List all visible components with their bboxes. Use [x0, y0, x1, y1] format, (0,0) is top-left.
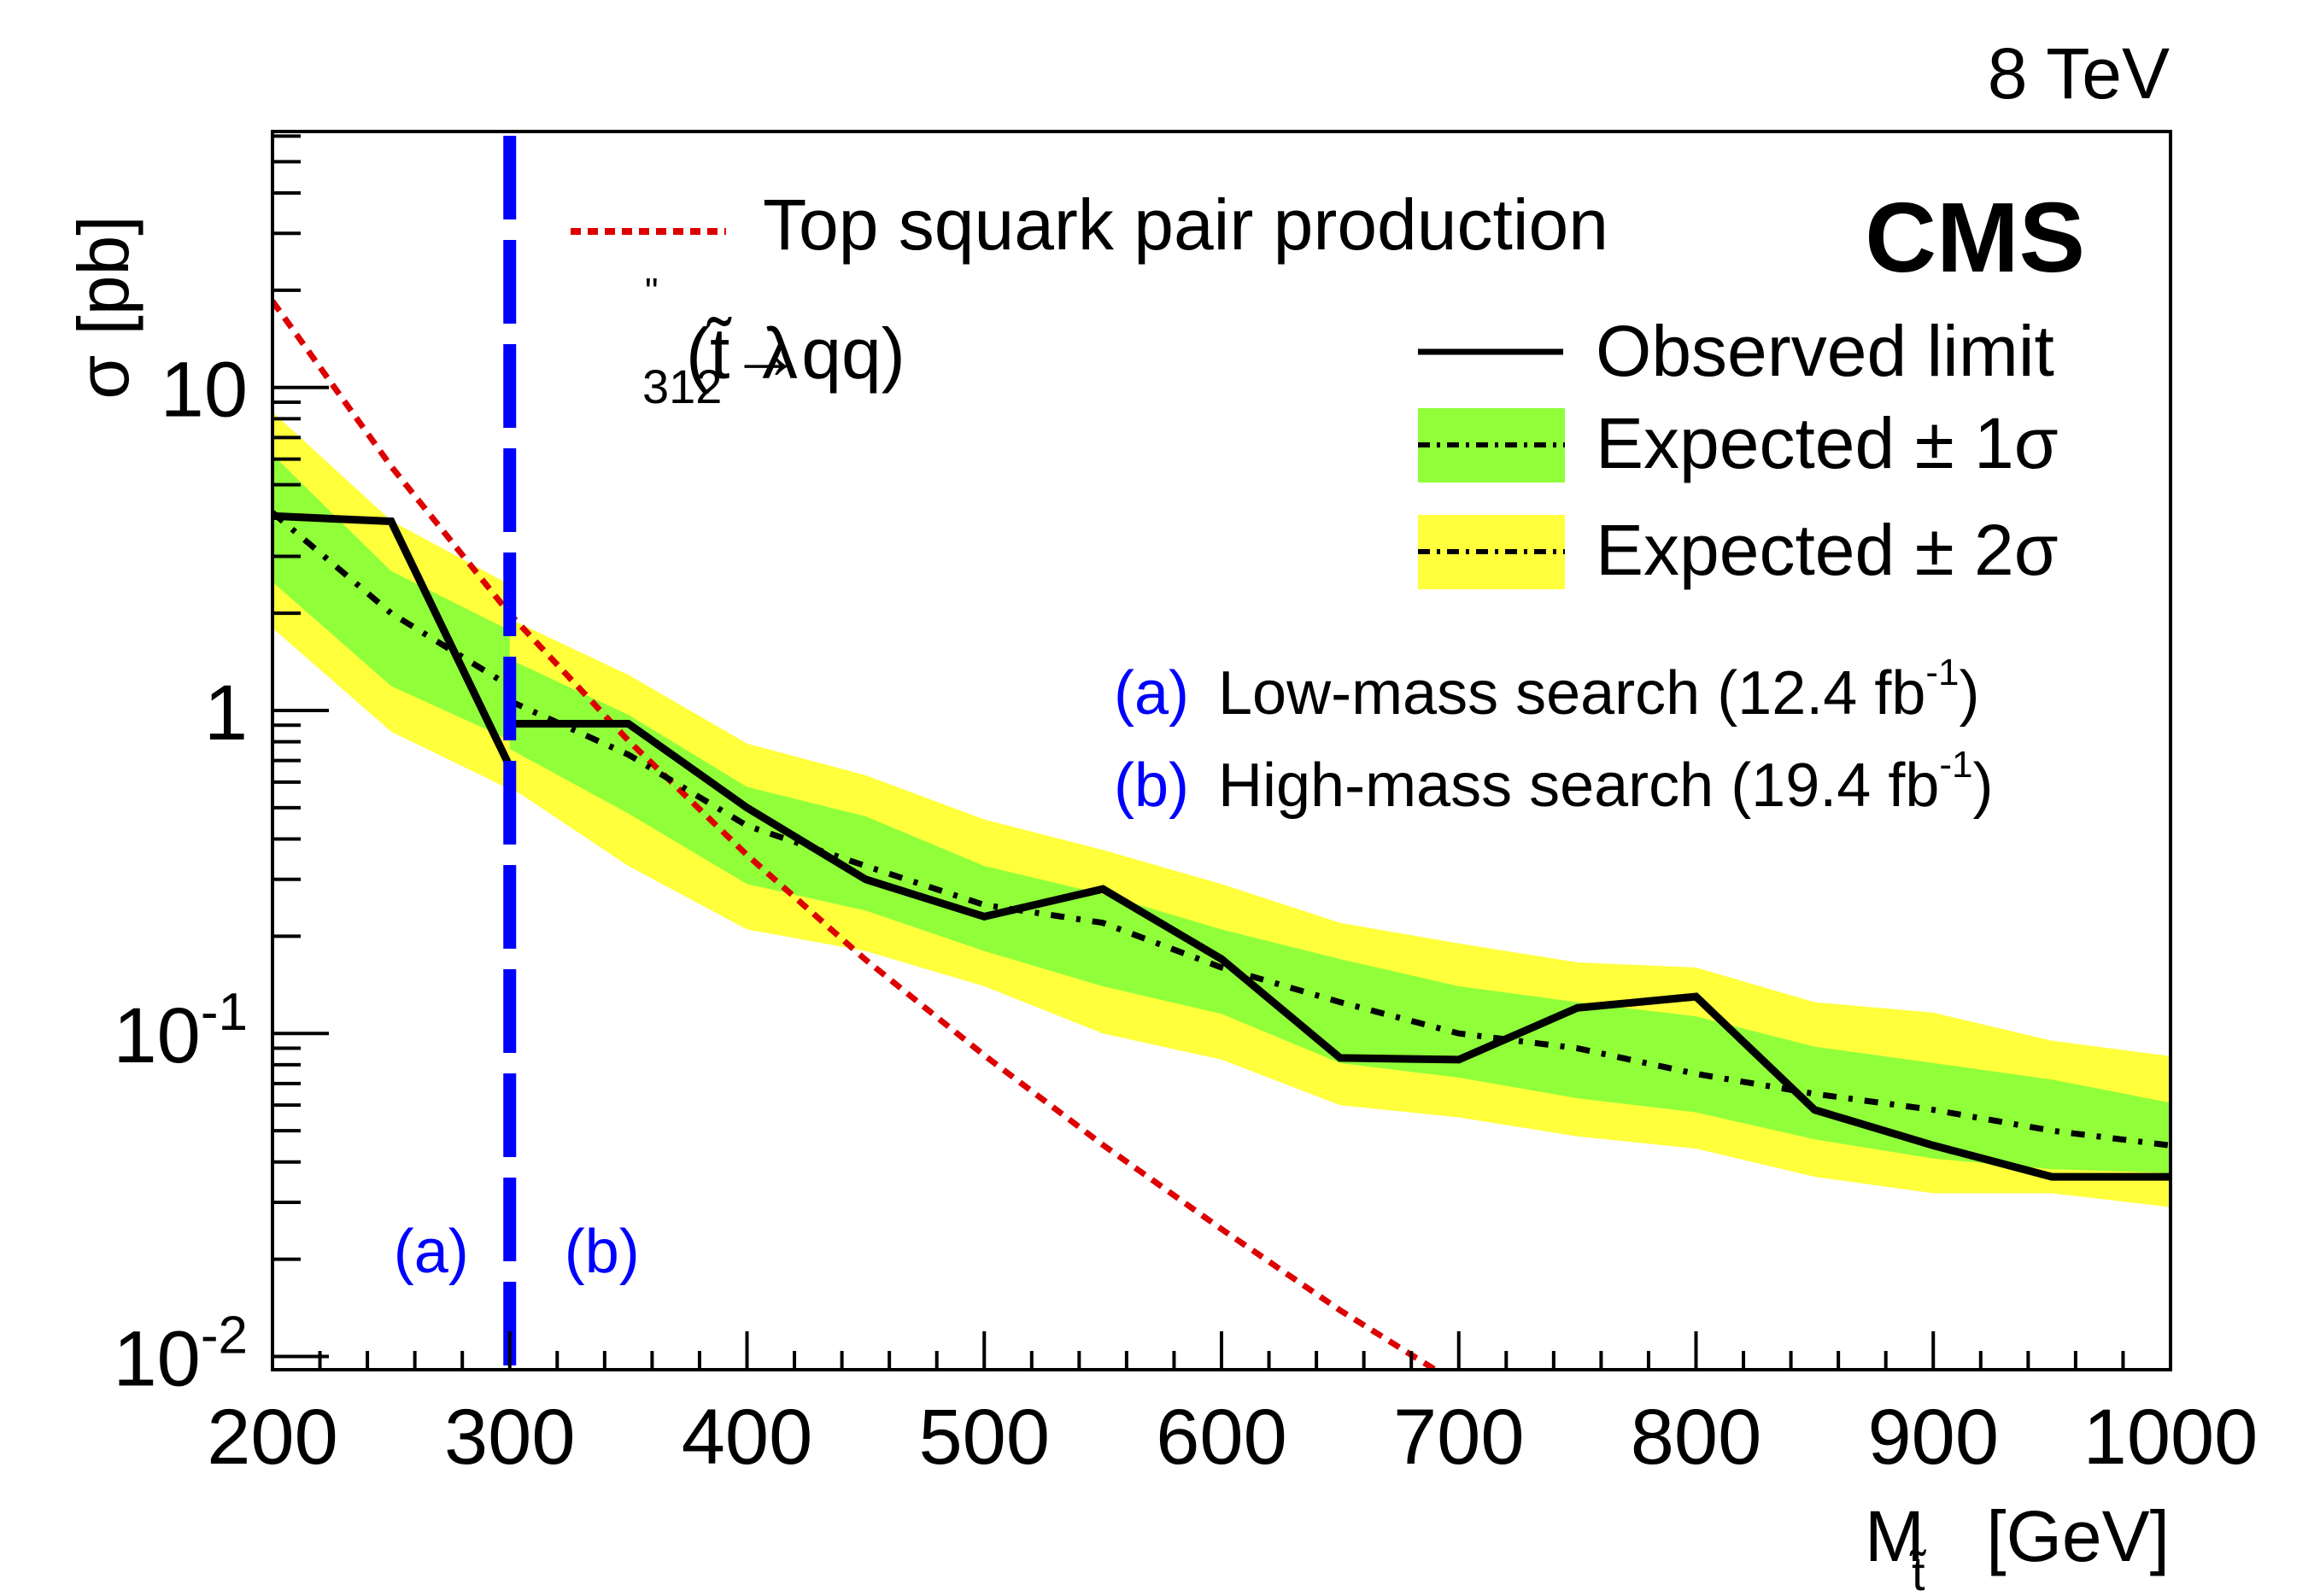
- x-tick-label: 300: [444, 1394, 576, 1481]
- expected-bands: [272, 412, 2171, 1207]
- y-tick-label: 1: [204, 669, 248, 757]
- x-tick-label: 400: [682, 1394, 813, 1481]
- y-tick-base: 10: [114, 992, 201, 1079]
- legend-2sigma-label: Expected ± 2σ: [1596, 510, 2059, 590]
- legend-search-b-close: ): [1973, 751, 1994, 820]
- legend-search-b-label: High-mass search (19.4 fb: [1218, 751, 1939, 820]
- x-axis-title-sub: t̃: [1909, 1546, 1926, 1596]
- observed-line-0: [272, 512, 513, 769]
- y-axis-title: σ [pb]: [63, 215, 144, 399]
- x-axis-title: M t̃ [GeV]: [1865, 1496, 2170, 1596]
- expected-line-0: [272, 510, 512, 689]
- legend-model-sub: 312: [642, 360, 722, 413]
- theory-line: [272, 299, 1437, 1370]
- legend-search-b-sup: -1: [1939, 744, 1972, 786]
- y-tick-base: 10: [161, 347, 248, 434]
- observed-line-1: [509, 720, 2171, 1181]
- expected-line-1: [508, 698, 2171, 1149]
- x-axis-title-m: M: [1865, 1496, 1925, 1576]
- cms-label: CMS: [1865, 182, 2085, 293]
- y-tick-base: 10: [114, 1316, 201, 1403]
- axis-ticks: [271, 134, 2172, 1370]
- x-tick-label: 500: [919, 1394, 1051, 1481]
- legend-model-lambda: λ: [762, 313, 798, 394]
- x-axis-title-unit: [GeV]: [1986, 1496, 2170, 1576]
- legend-observed-label: Observed limit: [1596, 311, 2054, 391]
- y-tick-base: 1: [204, 669, 248, 757]
- y-tick-exponent: -2: [201, 1307, 248, 1365]
- legend-observed: Observed limit: [1418, 311, 2054, 391]
- region-label-b: (b): [565, 1218, 640, 1286]
- limit-lines: [272, 510, 2171, 1181]
- legend-search-b-tag: (b): [1114, 751, 1189, 820]
- energy-label: 8 TeV: [1988, 33, 2170, 114]
- legend-model-decay: (t̃→qq): [686, 313, 905, 394]
- x-tick-label: 200: [207, 1394, 338, 1481]
- band-1sigma-1: [509, 659, 2171, 1173]
- legend-search-a-tag: (a): [1114, 659, 1189, 728]
- band-1sigma-0: [272, 454, 510, 740]
- legend-1sigma-label: Expected ± 1σ: [1596, 403, 2059, 483]
- legend-model-prime: ": [645, 271, 659, 313]
- region-label-a: (a): [394, 1218, 469, 1286]
- legend-search-a-text: (a) Low-mass search (12.4 fb-1): [1114, 652, 1979, 728]
- legend-expected-1sigma: Expected ± 1σ: [1418, 403, 2059, 483]
- x-tick-label: 700: [1393, 1394, 1525, 1481]
- legend-model: λ " 312 (t̃→qq): [642, 271, 905, 413]
- legend-search-b: (b) High-mass search (19.4 fb-1): [1114, 744, 1993, 820]
- y-tick-label: 10: [161, 347, 248, 434]
- y-tick-label: 10-1: [114, 983, 248, 1079]
- x-tick-label: 1000: [2083, 1394, 2258, 1481]
- legend-search-b-text: (b) High-mass search (19.4 fb-1): [1114, 744, 1993, 820]
- y-tick-label: 10-2: [114, 1307, 248, 1403]
- theory-curve: [272, 299, 1437, 1370]
- x-tick-label: 800: [1631, 1394, 1762, 1481]
- legend-expected-2sigma: Expected ± 2σ: [1418, 510, 2059, 590]
- y-tick-exponent: -1: [201, 983, 248, 1042]
- legend-theory-label: Top squark pair production: [763, 184, 1608, 265]
- x-tick-label: 600: [1156, 1394, 1287, 1481]
- y-axis-title-text: σ [pb]: [63, 215, 144, 399]
- legend-theory: Top squark pair production: [571, 184, 1608, 265]
- legend-search-a-close: ): [1960, 659, 1980, 728]
- legend-search-a-label: Low-mass search (12.4 fb: [1218, 659, 1925, 728]
- legend-search-a-sup: -1: [1925, 652, 1959, 693]
- x-tick-label: 900: [1868, 1394, 2000, 1481]
- legend-search-a: (a) Low-mass search (12.4 fb-1): [1114, 652, 1979, 728]
